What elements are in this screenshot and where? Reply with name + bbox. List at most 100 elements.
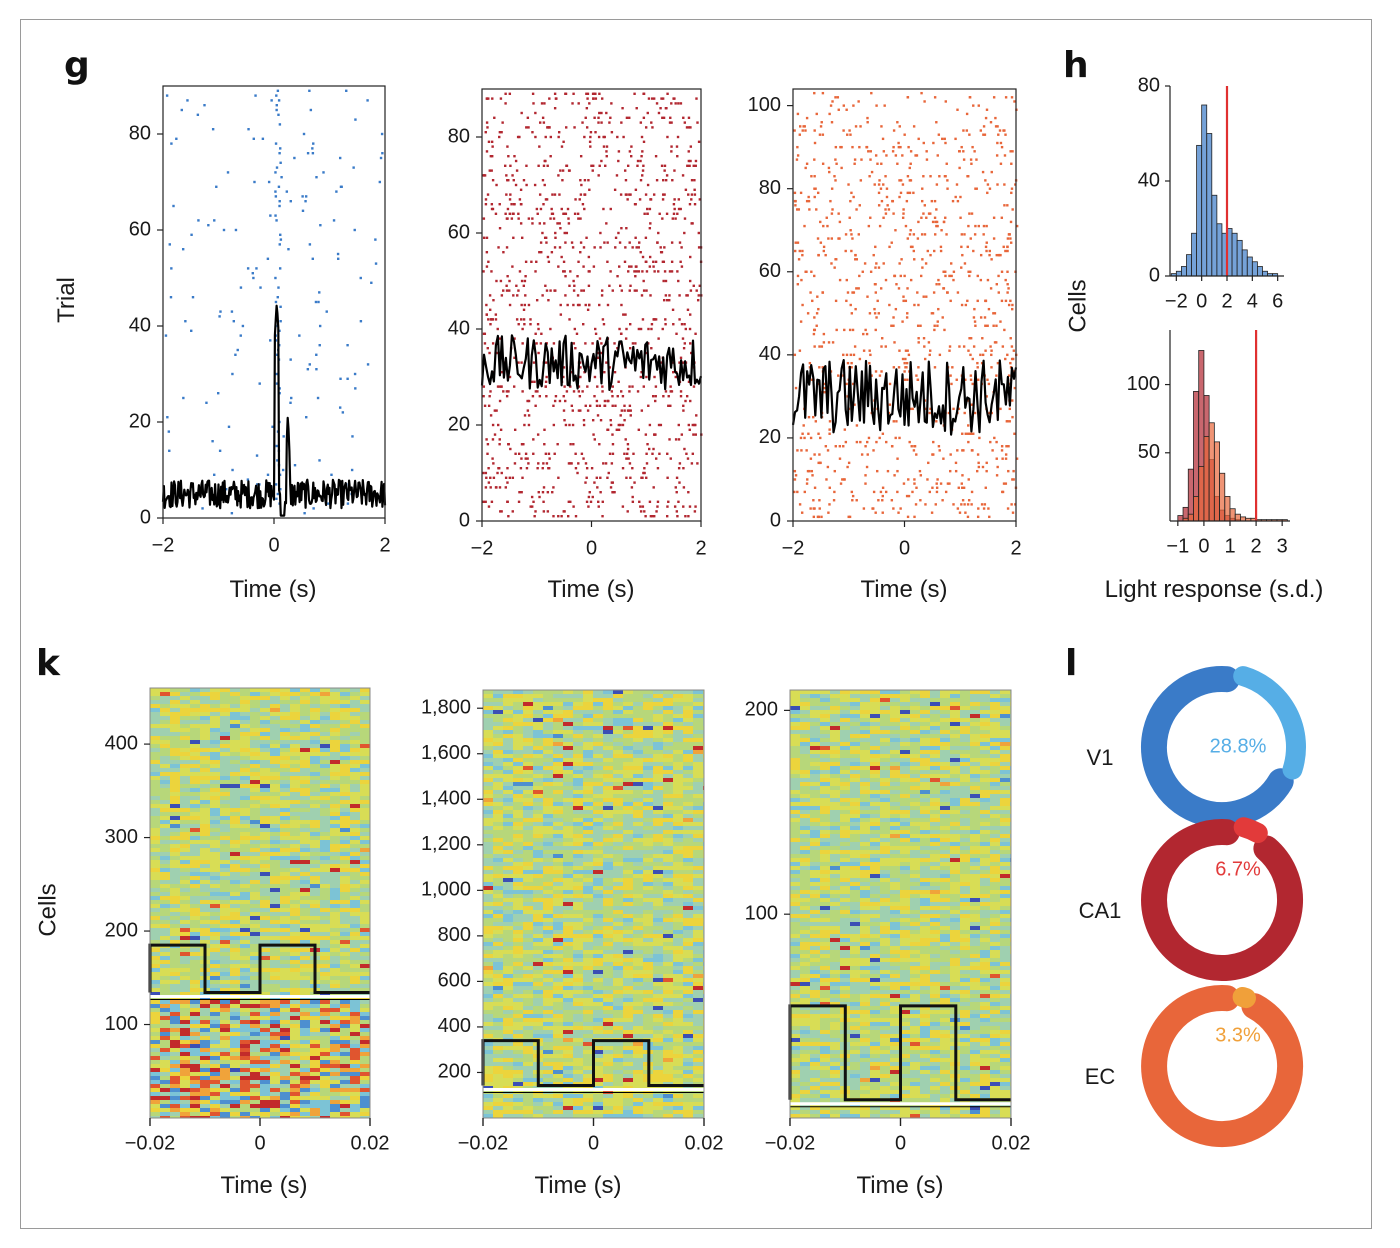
raster-spike: [869, 270, 873, 273]
raster-spike: [808, 469, 811, 473]
raster-spike: [906, 349, 909, 352]
heatmap-cell: [240, 804, 251, 809]
heatmap-cell: [260, 1056, 271, 1061]
heatmap-cell: [270, 988, 281, 993]
heatmap-cell: [210, 828, 221, 833]
heatmap-cell: [330, 860, 341, 865]
raster-spike: [850, 312, 854, 315]
raster-spike: [673, 207, 676, 211]
heatmap-cell: [280, 992, 291, 997]
heatmap-cell: [250, 1072, 261, 1077]
heatmap-cell: [280, 968, 291, 973]
heatmap-cell: [310, 788, 321, 793]
raster-spike: [886, 204, 889, 207]
raster-spike: [584, 342, 587, 345]
heatmap-cell: [190, 952, 201, 957]
raster-spike: [977, 224, 980, 228]
raster-spike: [275, 372, 278, 376]
heatmap-cell: [330, 820, 341, 825]
raster-spike: [572, 505, 575, 508]
heatmap-cell: [180, 1020, 191, 1025]
raster-spike: [950, 274, 953, 278]
raster-spike: [1015, 224, 1019, 228]
heatmap-cell: [300, 984, 311, 989]
raster-spike: [922, 212, 925, 215]
raster-spike: [818, 345, 821, 348]
raster-spike: [649, 198, 652, 201]
heatmap-cell: [280, 856, 291, 861]
heatmap-cell: [260, 896, 271, 901]
heatmap-cell: [330, 840, 341, 845]
raster-spike: [933, 366, 937, 369]
raster-spike: [967, 424, 970, 427]
raster-spike: [304, 200, 307, 203]
heatmap-cell: [330, 1080, 341, 1085]
raster-spike: [1006, 204, 1009, 207]
heatmap-cell: [170, 700, 181, 705]
heatmap-cell: [290, 1016, 301, 1021]
raster-spike: [617, 380, 620, 383]
heatmap-cell: [290, 696, 301, 701]
raster-spike: [831, 341, 835, 344]
raster-spike: [608, 452, 612, 455]
raster-spike: [512, 294, 515, 297]
heatmap-cell: [270, 1008, 281, 1013]
heatmap-cell: [280, 924, 291, 929]
heatmap-cell: [260, 956, 271, 961]
raster-spike: [676, 155, 679, 158]
raster-spike: [605, 150, 608, 153]
raster-spike: [312, 142, 315, 145]
raster-spike: [874, 328, 877, 332]
heatmap-cell: [240, 932, 251, 937]
heatmap-cell: [300, 720, 311, 725]
raster-spike: [967, 270, 970, 273]
raster-spike: [901, 320, 904, 323]
heatmap-cell: [150, 844, 161, 849]
raster-spike: [981, 337, 984, 340]
heatmap-cell: [270, 784, 281, 789]
raster-spike: [691, 423, 694, 427]
raster-spike: [629, 284, 632, 287]
heatmap-cell: [150, 904, 161, 909]
heatmap-cell: [170, 996, 181, 1001]
heatmap-cell: [180, 756, 191, 761]
heatmap-cell: [190, 792, 201, 797]
raster-spike: [882, 262, 885, 265]
heatmap-cell: [210, 824, 221, 829]
raster-spike: [891, 199, 895, 203]
raster-spike: [943, 137, 946, 141]
raster-spike: [623, 404, 626, 407]
raster-spike: [621, 505, 625, 508]
heatmap-cell: [483, 690, 494, 695]
heatmap-cell: [340, 1036, 351, 1041]
raster-spike: [557, 135, 560, 139]
raster-spike: [951, 199, 955, 203]
raster-spike: [558, 222, 561, 225]
raster-spike: [867, 150, 870, 153]
raster-spike: [526, 409, 530, 412]
heatmap-cell: [320, 1060, 331, 1065]
raster-spike: [888, 245, 891, 249]
heatmap-cell: [250, 808, 261, 813]
raster-spike: [597, 505, 600, 508]
heatmap-cell: [280, 904, 291, 909]
raster-spike: [678, 294, 681, 297]
raster-spike: [627, 270, 630, 273]
raster-spike: [1003, 183, 1006, 186]
heatmap-cell: [170, 1108, 181, 1113]
raster-spike: [203, 104, 206, 107]
raster-spike: [644, 260, 648, 263]
raster-spike: [689, 289, 693, 292]
heatmap-cell: [250, 1068, 261, 1073]
raster-spike: [278, 243, 281, 246]
raster-spike: [635, 107, 638, 110]
raster-spike: [933, 249, 936, 253]
heatmap-cell: [200, 704, 211, 709]
raster-spike: [915, 374, 918, 377]
heatmap-cell: [160, 704, 171, 709]
raster-spike: [538, 222, 542, 225]
heatmap-cell: [200, 1012, 211, 1017]
heatmap-cell: [150, 1092, 161, 1097]
heatmap-cell: [180, 728, 191, 733]
y-tick-label: 60: [129, 218, 151, 240]
